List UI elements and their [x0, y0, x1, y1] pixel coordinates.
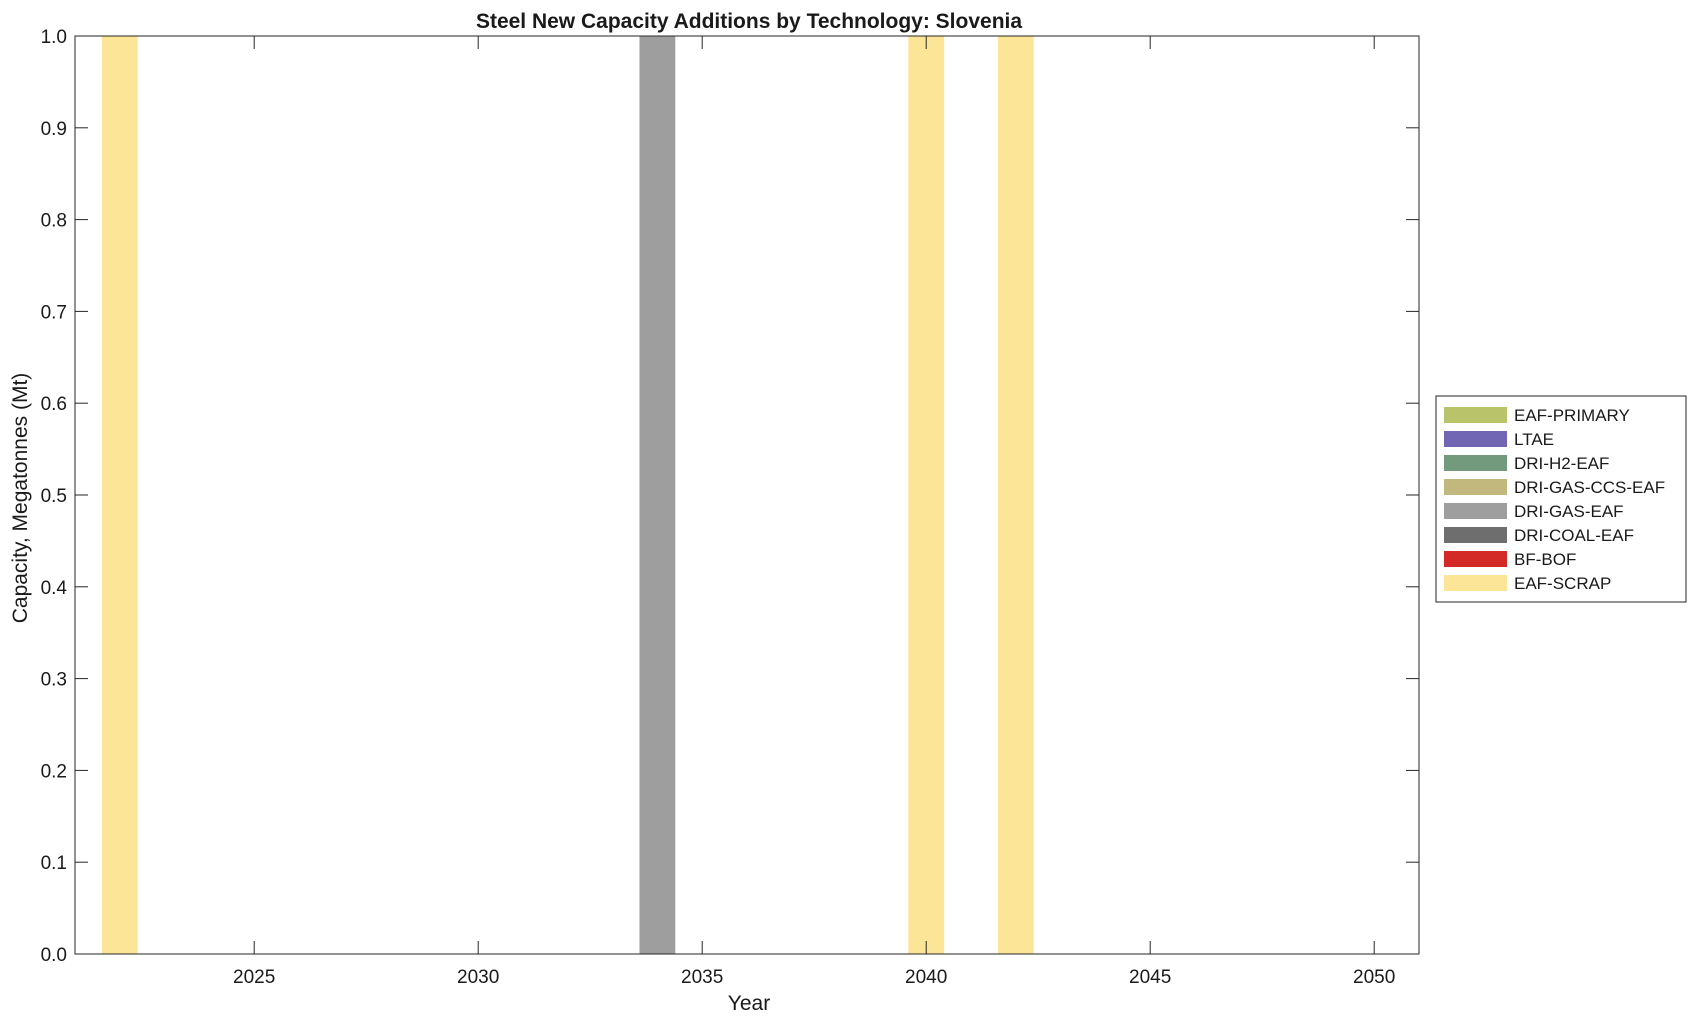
legend-label-dri-coal-eaf: DRI-COAL-EAF [1514, 526, 1634, 545]
y-axis-label: Capacity, Megatonnes (Mt) [9, 373, 32, 624]
y-tick-label: 0.7 [41, 302, 67, 323]
legend-swatch-eaf-scrap [1444, 575, 1507, 591]
y-tick-label: 0.0 [41, 945, 67, 966]
y-tick-label: 0.1 [41, 853, 67, 874]
bar-eaf-scrap-2022 [101, 36, 138, 954]
plot-area-frame [74, 35, 1420, 955]
legend-swatch-eaf-primary [1444, 407, 1507, 423]
legend-label-dri-h2-eaf: DRI-H2-EAF [1514, 454, 1609, 473]
legend-swatch-ltae [1444, 431, 1507, 447]
x-tick-label: 2050 [1353, 967, 1395, 988]
x-axis-label: Year [728, 992, 770, 1015]
legend-swatch-dri-gas-eaf [1444, 503, 1507, 519]
y-tick-label: 0.9 [41, 119, 67, 140]
legend-label-eaf-primary: EAF-PRIMARY [1514, 406, 1630, 425]
legend-swatch-dri-gas-ccs-eaf [1444, 479, 1507, 495]
chart-title: Steel New Capacity Additions by Technolo… [476, 10, 1022, 33]
legend-label-ltae: LTAE [1514, 430, 1554, 449]
y-tick-label: 0.3 [41, 670, 67, 691]
legend-box [1435, 395, 1687, 603]
y-tick-label: 0.2 [41, 761, 67, 782]
legend-label-dri-gas-ccs-eaf: DRI-GAS-CCS-EAF [1514, 478, 1665, 497]
legend-swatch-bf-bof [1444, 551, 1507, 567]
legend: EAF-PRIMARY LTAE DRI-H2-EAF DRI-GAS-CCS-EAF… [1435, 395, 1687, 603]
legend-label-bf-bof: BF-BOF [1514, 550, 1576, 569]
y-tick-label: 0.4 [41, 578, 68, 599]
x-tick-label: 2040 [905, 967, 947, 988]
legend-swatch-dri-h2-eaf [1444, 455, 1507, 471]
legend-swatch-dri-coal-eaf [1444, 527, 1507, 543]
x-tick-label: 2035 [681, 967, 723, 988]
bar-eaf-scrap-2040 [908, 36, 945, 954]
y-tick-label: 0.8 [41, 211, 67, 232]
bar-dri-gas-eaf-2034 [639, 36, 676, 954]
bar-eaf-scrap-2042 [997, 36, 1034, 954]
x-tick-label: 2030 [457, 967, 499, 988]
bars-layer [101, 36, 1034, 954]
x-tick-label: 2025 [233, 967, 275, 988]
legend-label-eaf-scrap: EAF-SCRAP [1514, 574, 1611, 593]
y-tick-label: 1.0 [41, 27, 67, 48]
ticks-layer: 2025 2030 2035 2040 2045 2050 0.0 0.1 0.2 0.3 0.4 0… [41, 27, 1419, 988]
legend-label-dri-gas-eaf: DRI-GAS-EAF [1514, 502, 1624, 521]
x-tick-label: 2045 [1129, 967, 1171, 988]
y-tick-label: 0.5 [41, 486, 67, 507]
y-tick-label: 0.6 [41, 394, 67, 415]
